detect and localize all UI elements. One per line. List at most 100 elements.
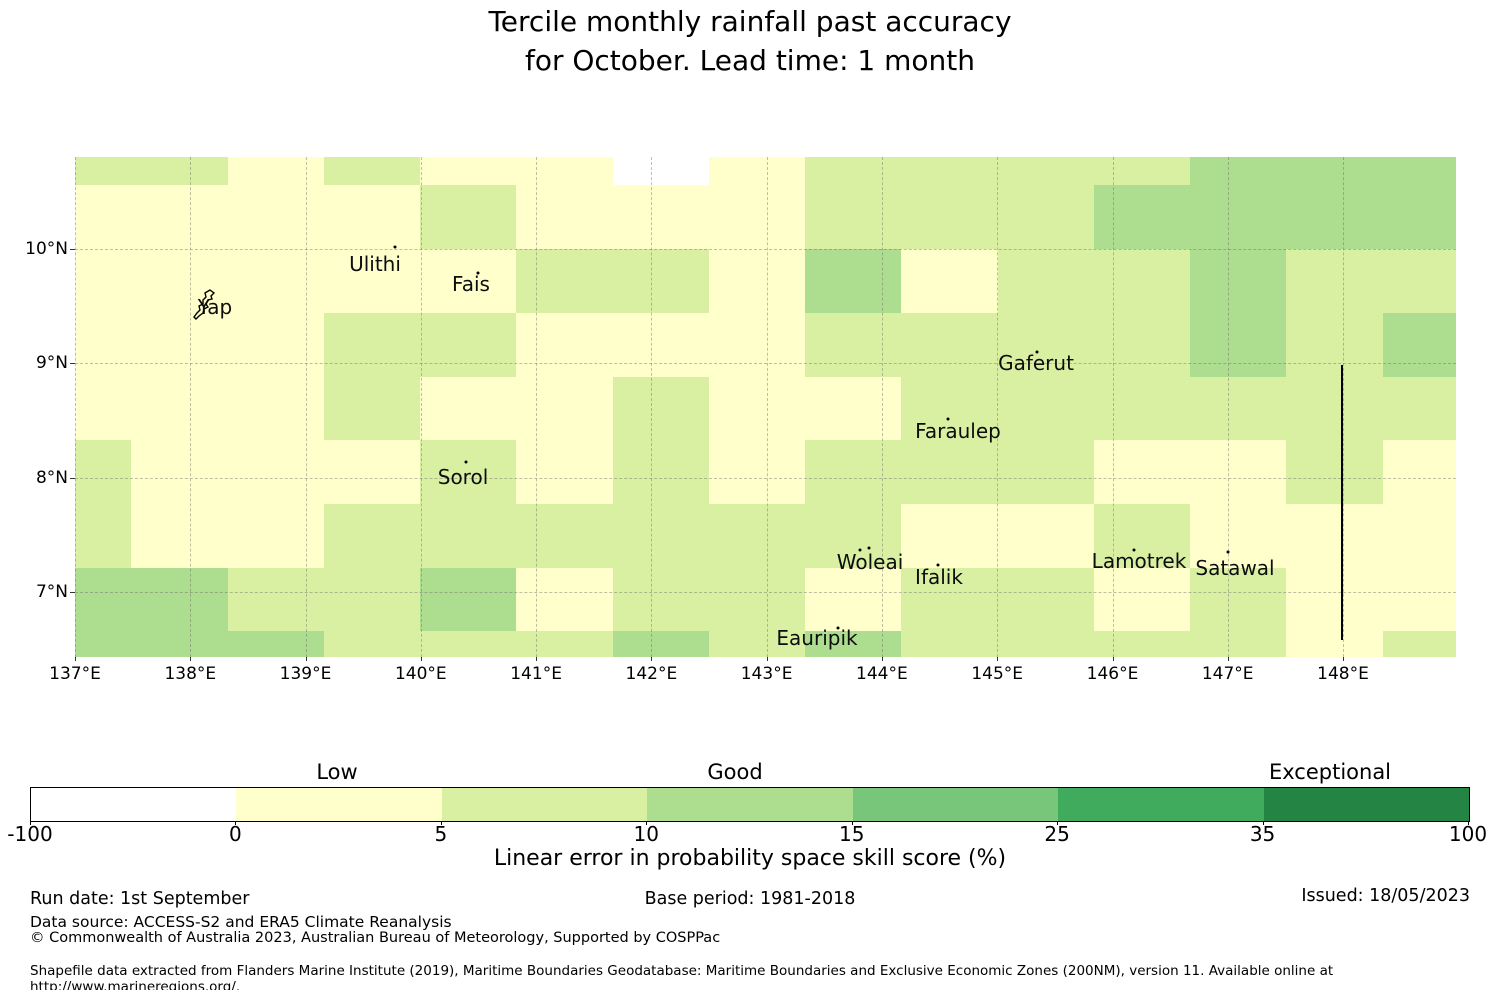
island-marker-dot [393, 245, 397, 249]
grid-cell [708, 631, 805, 657]
y-axis-tick-mark [70, 477, 75, 479]
grid-cell [805, 157, 902, 185]
colorbar-tick-label: 10 [633, 822, 660, 846]
longitude-gridline [190, 157, 192, 657]
colorbar-tick-label: 15 [838, 822, 865, 846]
grid-cell [612, 249, 709, 313]
grid-cell [75, 157, 131, 185]
longitude-gridline [75, 157, 76, 657]
x-axis-tick-label: 146°E [1086, 664, 1139, 684]
x-axis-tick-mark [997, 657, 999, 661]
grid-cell [1093, 313, 1190, 377]
grid-cell [420, 313, 517, 377]
grid-cell [420, 631, 517, 657]
grid-cell [227, 313, 324, 377]
grid-cell [131, 567, 228, 631]
x-axis-tick-label: 139°E [279, 664, 332, 684]
island-marker-dot [464, 460, 468, 464]
grid-cell [1093, 376, 1190, 440]
x-axis-tick-mark [536, 657, 538, 661]
latitude-gridline [75, 249, 1456, 250]
grid-cell [323, 567, 420, 631]
colorbar-segment [1058, 788, 1264, 821]
grid-cell [516, 157, 613, 185]
grid-cell [323, 185, 420, 249]
x-axis-tick-mark [75, 657, 76, 661]
colorbar-tick-mark [1468, 821, 1469, 825]
colorbar-tick-label: 5 [434, 822, 448, 846]
grid-cell [1093, 567, 1190, 631]
island-label: Faraulep [915, 419, 1001, 443]
y-axis-tick-label: 10°N [25, 239, 68, 259]
colorbar-segment [441, 788, 648, 821]
x-axis-tick-mark [881, 657, 883, 661]
grid-cell [1286, 157, 1383, 185]
grid-cell [131, 157, 228, 185]
grid-cell [75, 185, 131, 249]
colorbar-tick-mark [440, 821, 442, 825]
colorbar-segment [236, 788, 442, 821]
footer-data-source: Data source: ACCESS-S2 and ERA5 Climate … [30, 913, 452, 931]
island-marker-dot [936, 563, 940, 567]
grid-cell [75, 567, 131, 631]
grid-cell [1286, 631, 1383, 657]
grid-cell [516, 376, 613, 440]
grid-cell [997, 567, 1094, 631]
grid-cell [901, 313, 998, 377]
grid-cell [1382, 567, 1456, 631]
grid-cell [323, 249, 420, 313]
grid-cell [75, 376, 131, 440]
x-axis-tick-mark [190, 657, 192, 661]
island-label: Satawal [1195, 556, 1275, 580]
grid-cell [75, 249, 131, 313]
island-marker-dot [867, 546, 871, 550]
island-marker-dot [836, 626, 840, 630]
grid-cell [612, 567, 709, 631]
grid-cell [420, 567, 517, 631]
grid-cell [75, 313, 131, 377]
x-axis-tick-mark [651, 657, 653, 661]
island-label: Eauripik [776, 626, 858, 650]
grid-cell [1382, 249, 1456, 313]
grid-cell [612, 631, 709, 657]
grid-cell [323, 157, 420, 185]
grid-cell [612, 185, 709, 249]
colorbar-tick-mark [851, 821, 853, 825]
x-axis-tick-mark [766, 657, 768, 661]
grid-cell [227, 440, 324, 504]
colorbar-tick-label: 100 [1448, 822, 1488, 846]
grid-cell [997, 440, 1094, 504]
grid-cell [901, 631, 998, 657]
grid-cell [901, 157, 998, 185]
grid-cell [901, 504, 998, 568]
longitude-gridline [1227, 157, 1229, 657]
grid-cell [805, 631, 902, 657]
grid-cell [516, 440, 613, 504]
grid-cell [1093, 185, 1190, 249]
colorbar-category-label: Good [707, 760, 763, 784]
grid-cell [708, 157, 805, 185]
grid-cell [1382, 313, 1456, 377]
grid-cell [997, 313, 1094, 377]
x-axis-tick-label: 138°E [164, 664, 217, 684]
grid-cell [420, 440, 517, 504]
longitude-gridline [1343, 157, 1344, 657]
grid-cell [227, 185, 324, 249]
grid-cell [516, 567, 613, 631]
grid-cell [1382, 631, 1456, 657]
footer-base-period: Base period: 1981-2018 [644, 889, 856, 909]
grid-cell [1286, 376, 1383, 440]
grid-cell [997, 376, 1094, 440]
island-marker-dot [1132, 548, 1136, 552]
grid-cell [708, 313, 805, 377]
map-plot-area: Yap Ulithi Fais Gaferut Faraulep Sorol Woleai I… [75, 157, 1456, 657]
grid-cell [1190, 567, 1287, 631]
grid-cell [227, 376, 324, 440]
grid-cell [323, 440, 420, 504]
island-marker-dot [476, 271, 480, 274]
grid-cell [131, 185, 228, 249]
grid-cell [612, 376, 709, 440]
grid-cell [1286, 185, 1383, 249]
grid-cell [227, 249, 324, 313]
grid-cell [997, 504, 1094, 568]
